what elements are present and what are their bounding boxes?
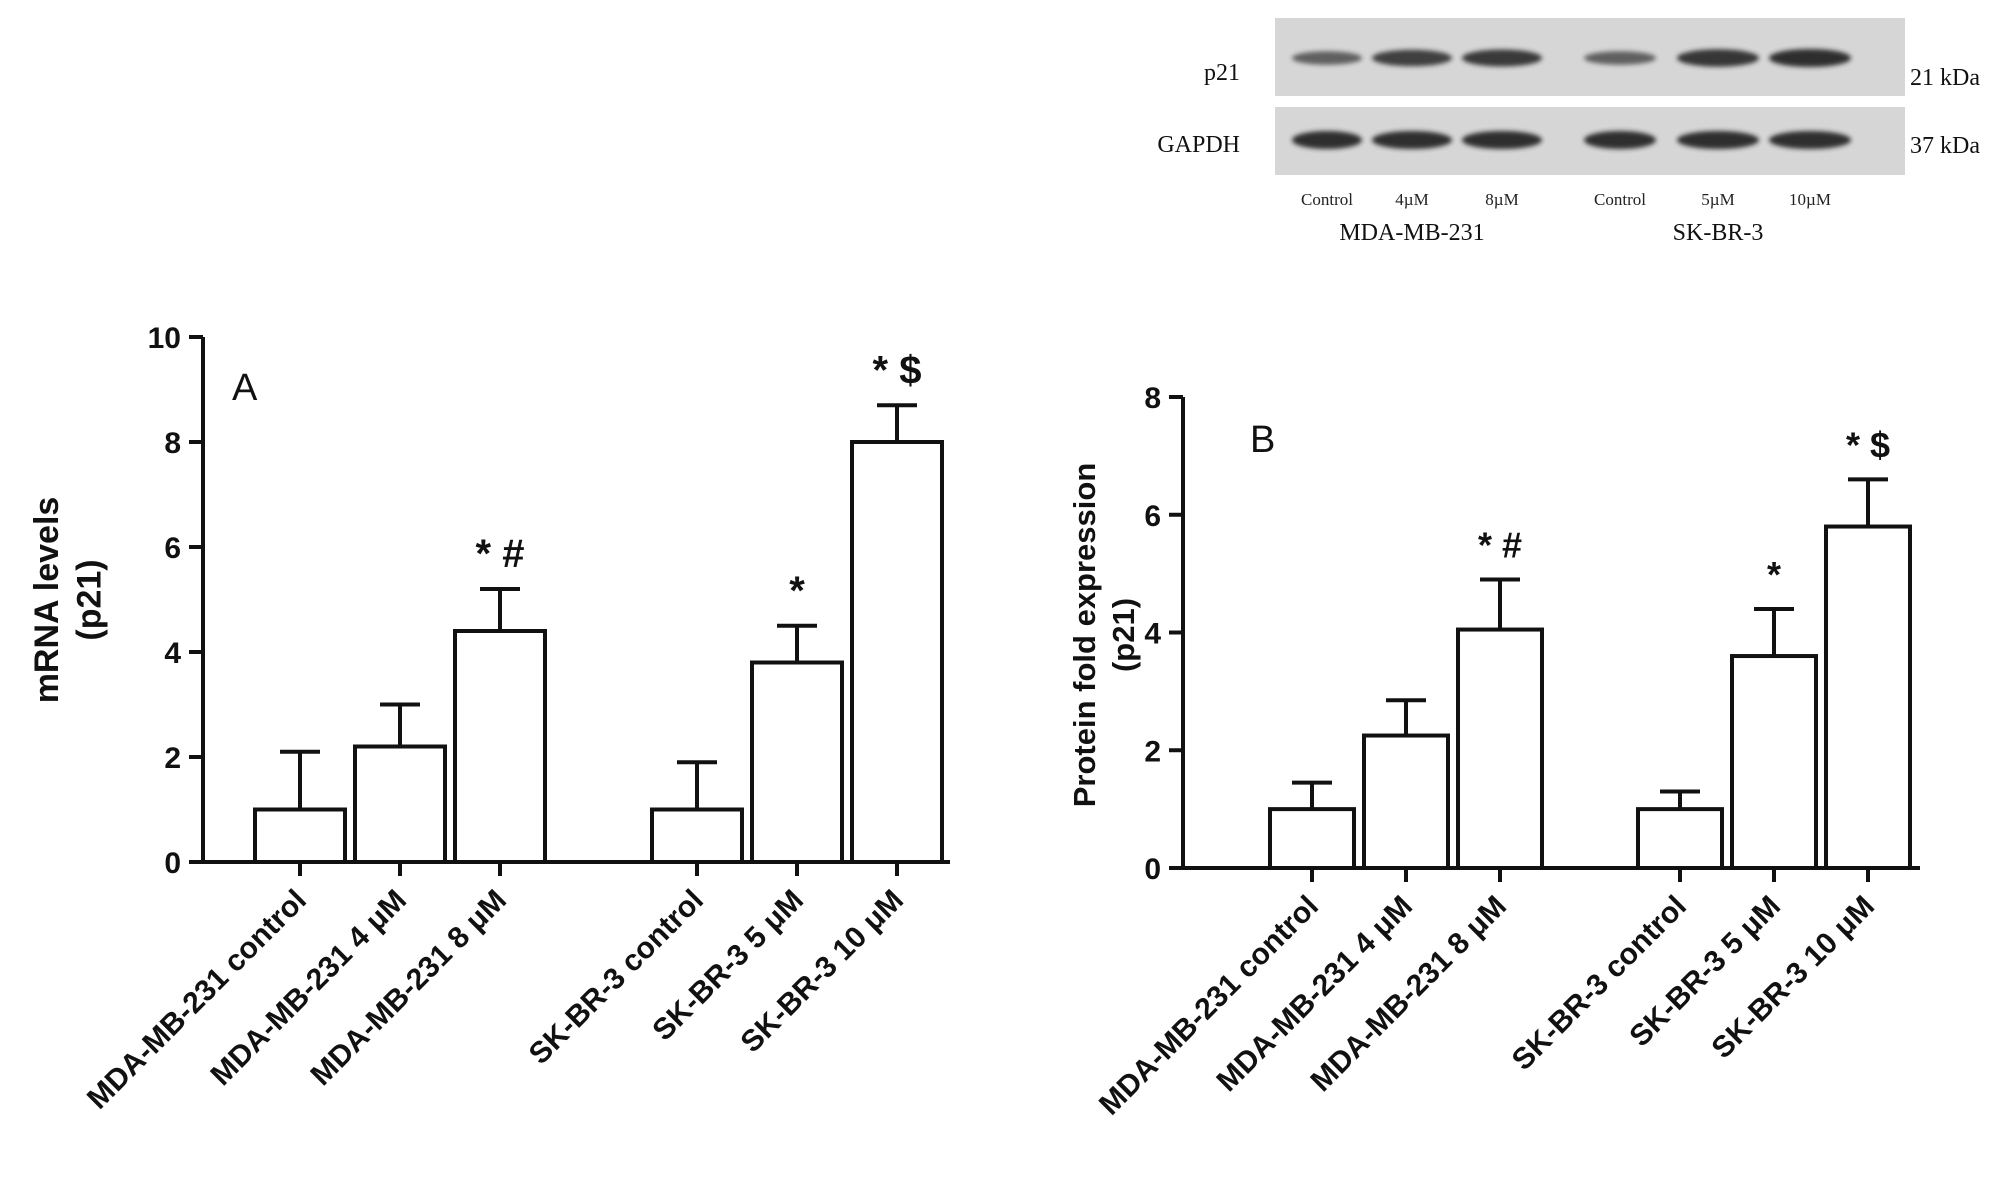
blot-lane-label: 10µM [1789,190,1831,209]
y-axis-title: mRNA levels (p21) [28,497,109,704]
blot-row-size: 37 kDa [1910,133,1980,159]
panel-label: B [1250,419,1275,461]
blot-lane-label: 4µM [1395,190,1428,209]
significance-marker: * $ [873,348,922,392]
x-tick-label: SK-BR-3 control [523,884,710,1071]
y-tick-label: 8 [1144,382,1161,415]
blot-band [1584,51,1656,65]
blot-band [1292,51,1362,65]
blot-lane-label: Control [1594,190,1646,209]
blot-band [1769,49,1851,67]
blot-band [1677,131,1759,149]
y-tick-label: 10 [148,322,181,355]
bar [253,807,347,864]
bar [453,629,547,864]
significance-marker: * # [1478,525,1522,566]
blot-row-label: GAPDH [1157,132,1240,158]
blot-row-label: p21 [1204,60,1240,86]
bar [1636,807,1724,870]
bar [1824,524,1912,871]
bar [850,440,944,864]
blot-band [1462,49,1542,67]
blot-group-label: MDA-MB-231 [1339,220,1484,246]
bar [1268,807,1356,870]
bar [650,807,744,864]
y-tick-label: 4 [1144,618,1161,651]
x-tick-label: SK-BR-3 10 μM [1706,890,1881,1065]
blot-group-label: SK-BR-3 [1673,220,1764,246]
y-axis-title-line: Protein fold expression [1067,463,1102,808]
x-tick-label: SK-BR-3 control [1506,890,1693,1077]
blot-row-size: 21 kDa [1910,65,1980,91]
significance-marker: * # [476,532,525,576]
x-tick-label: MDA-MB-231 4 μM [205,884,413,1092]
y-tick-label: 0 [164,847,181,880]
blot-band [1584,131,1656,149]
blot-band [1372,49,1452,67]
bar [1456,627,1544,871]
blot-band [1677,49,1759,67]
bar [1362,733,1450,870]
y-tick-label: 4 [164,637,181,670]
y-tick-label: 8 [164,427,181,460]
blot-lane-label: 5µM [1701,190,1734,209]
significance-marker: * [1767,554,1781,595]
western-blot: p21 21 kDa GAPDH 37 kDa Control 4µM 8µM Control… [1157,18,1980,246]
significance-marker: * $ [1846,424,1890,465]
blot-lane-label: Control [1301,190,1353,209]
bar [1730,654,1818,870]
significance-marker: * [789,569,805,613]
y-axis-title-line: (p21) [1106,598,1141,672]
bar [750,660,844,864]
y-axis-title-line: (p21) [71,559,109,640]
x-tick-label: MDA-MB-231 8 μM [305,884,513,1092]
bar [353,744,447,864]
blot-band [1462,131,1542,149]
y-axis-title: Protein fold expression (p21) [1067,463,1141,808]
y-tick-label: 0 [1144,853,1161,886]
y-tick-label: 6 [164,532,181,565]
y-tick-label: 6 [1144,500,1161,533]
y-tick-label: 2 [164,742,181,775]
blot-band [1292,131,1362,149]
panel-label: A [232,367,258,409]
y-tick-label: 2 [1144,735,1161,768]
blot-band [1372,131,1452,149]
y-axis-title-line: mRNA levels [28,497,66,704]
blot-lane-label: 8µM [1485,190,1518,209]
blot-band [1769,131,1851,149]
